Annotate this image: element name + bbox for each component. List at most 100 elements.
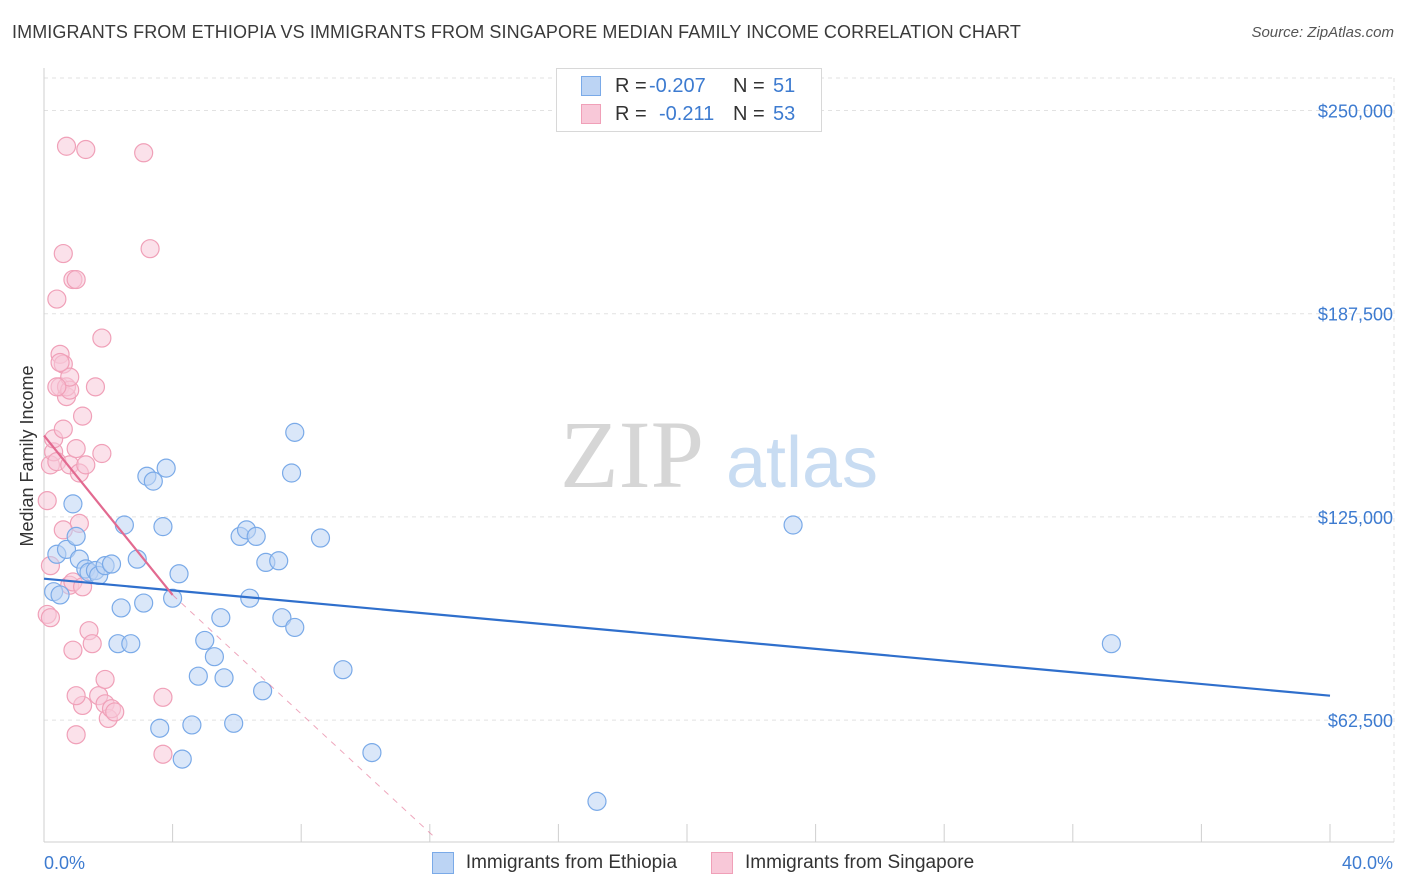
singapore-swatch bbox=[581, 104, 601, 124]
data-points bbox=[37, 136, 1121, 811]
point-singapore bbox=[50, 352, 70, 373]
point-ethiopia bbox=[114, 515, 134, 535]
point-singapore bbox=[76, 455, 96, 475]
ethiopia-swatch bbox=[581, 76, 601, 96]
source-credit: Source: ZipAtlas.com bbox=[1251, 24, 1394, 41]
y-tick-label: $62,500 bbox=[1328, 711, 1393, 731]
point-ethiopia bbox=[224, 713, 244, 733]
ethiopia-swatch bbox=[431, 852, 454, 874]
point-singapore bbox=[95, 669, 115, 690]
y-tick-label: $187,500 bbox=[1318, 305, 1393, 325]
point-ethiopia bbox=[50, 585, 70, 605]
point-ethiopia bbox=[204, 647, 224, 667]
trend-ethiopia bbox=[43, 577, 1331, 697]
point-singapore bbox=[66, 439, 86, 459]
stats-row-ethiopia: R = -0.207 N = 51 bbox=[581, 73, 795, 99]
point-singapore bbox=[153, 687, 173, 707]
r-label: R = bbox=[615, 74, 647, 97]
point-singapore bbox=[153, 744, 173, 764]
point-ethiopia bbox=[333, 660, 353, 680]
point-singapore bbox=[63, 640, 83, 660]
point-ethiopia bbox=[182, 715, 202, 735]
point-ethiopia bbox=[188, 666, 208, 686]
point-ethiopia bbox=[172, 749, 192, 769]
grid-lines bbox=[44, 77, 1395, 842]
point-singapore bbox=[72, 406, 93, 426]
y-tick-label: $250,000 bbox=[1318, 102, 1393, 122]
point-ethiopia bbox=[121, 634, 141, 654]
r-value: -0.211 bbox=[659, 102, 715, 125]
point-singapore bbox=[140, 239, 160, 259]
n-value: 53 bbox=[773, 102, 796, 125]
point-ethiopia bbox=[246, 526, 266, 547]
watermark-atlas: atlas bbox=[726, 423, 878, 503]
point-ethiopia bbox=[150, 718, 170, 738]
watermark: ZIP atlas bbox=[560, 401, 878, 508]
legend-label-singapore: Immigrants from Singapore bbox=[745, 852, 975, 873]
point-ethiopia bbox=[281, 463, 302, 483]
point-ethiopia bbox=[66, 526, 86, 547]
stats-legend: R = -0.207 N = 51 R = -0.211 N = 53 bbox=[556, 68, 822, 132]
point-singapore bbox=[76, 139, 96, 160]
point-singapore bbox=[40, 608, 61, 628]
point-ethiopia bbox=[195, 630, 215, 651]
point-singapore bbox=[53, 419, 73, 439]
stats-row-singapore: R = -0.211 N = 53 bbox=[581, 101, 795, 127]
point-singapore bbox=[47, 289, 67, 309]
point-ethiopia bbox=[63, 494, 83, 514]
point-ethiopia bbox=[362, 742, 382, 763]
x-tick-label-right: 40.0% bbox=[1342, 853, 1393, 873]
trend-singapore bbox=[43, 434, 174, 596]
point-ethiopia bbox=[272, 608, 292, 628]
point-singapore bbox=[85, 377, 106, 397]
point-ethiopia bbox=[101, 554, 122, 574]
point-singapore bbox=[56, 136, 77, 156]
x-tick-label-left: 0.0% bbox=[44, 853, 85, 873]
n-label: N = bbox=[733, 74, 765, 97]
point-ethiopia bbox=[783, 515, 803, 535]
point-ethiopia bbox=[285, 422, 305, 442]
legend-label-ethiopia: Immigrants from Ethiopia bbox=[465, 852, 678, 873]
point-ethiopia bbox=[153, 517, 173, 537]
r-value: -0.207 bbox=[649, 74, 706, 97]
singapore-swatch bbox=[711, 852, 734, 874]
point-ethiopia bbox=[285, 617, 305, 638]
point-ethiopia bbox=[214, 668, 234, 688]
trend-singapore-extension bbox=[172, 594, 437, 840]
y-axis-label: Median Family Income bbox=[17, 365, 37, 546]
point-ethiopia bbox=[253, 681, 273, 701]
point-singapore bbox=[82, 634, 102, 654]
point-singapore bbox=[92, 328, 112, 348]
point-singapore bbox=[66, 686, 86, 706]
y-tick-label: $125,000 bbox=[1318, 508, 1393, 528]
point-ethiopia bbox=[111, 598, 131, 618]
trend-lines bbox=[43, 434, 1331, 840]
point-ethiopia bbox=[163, 588, 183, 608]
point-ethiopia bbox=[134, 593, 154, 613]
point-ethiopia bbox=[1101, 634, 1121, 654]
point-singapore bbox=[66, 269, 86, 290]
n-value: 51 bbox=[773, 74, 796, 97]
point-singapore bbox=[37, 491, 57, 511]
point-singapore bbox=[53, 243, 73, 264]
n-label: N = bbox=[733, 102, 765, 125]
point-ethiopia bbox=[56, 539, 77, 560]
watermark-zip: ZIP bbox=[560, 401, 704, 508]
legend-item-singapore: Immigrants from Singapore bbox=[711, 852, 974, 874]
point-singapore bbox=[47, 377, 67, 397]
point-singapore bbox=[92, 443, 112, 464]
point-ethiopia bbox=[310, 528, 331, 548]
axis-labels: $62,500 $125,000 $187,500 $250,000 0.0% 40.0%… bbox=[17, 102, 1393, 873]
point-ethiopia bbox=[156, 458, 176, 478]
point-singapore bbox=[134, 143, 154, 163]
point-ethiopia bbox=[269, 551, 289, 571]
point-singapore bbox=[66, 725, 86, 745]
point-ethiopia bbox=[143, 471, 163, 491]
point-ethiopia bbox=[587, 791, 607, 811]
point-ethiopia bbox=[211, 608, 231, 628]
axes bbox=[43, 68, 1394, 843]
chart-title: IMMIGRANTS FROM ETHIOPIA VS IMMIGRANTS F… bbox=[12, 22, 1021, 42]
point-ethiopia bbox=[169, 564, 189, 584]
point-singapore bbox=[105, 702, 125, 722]
